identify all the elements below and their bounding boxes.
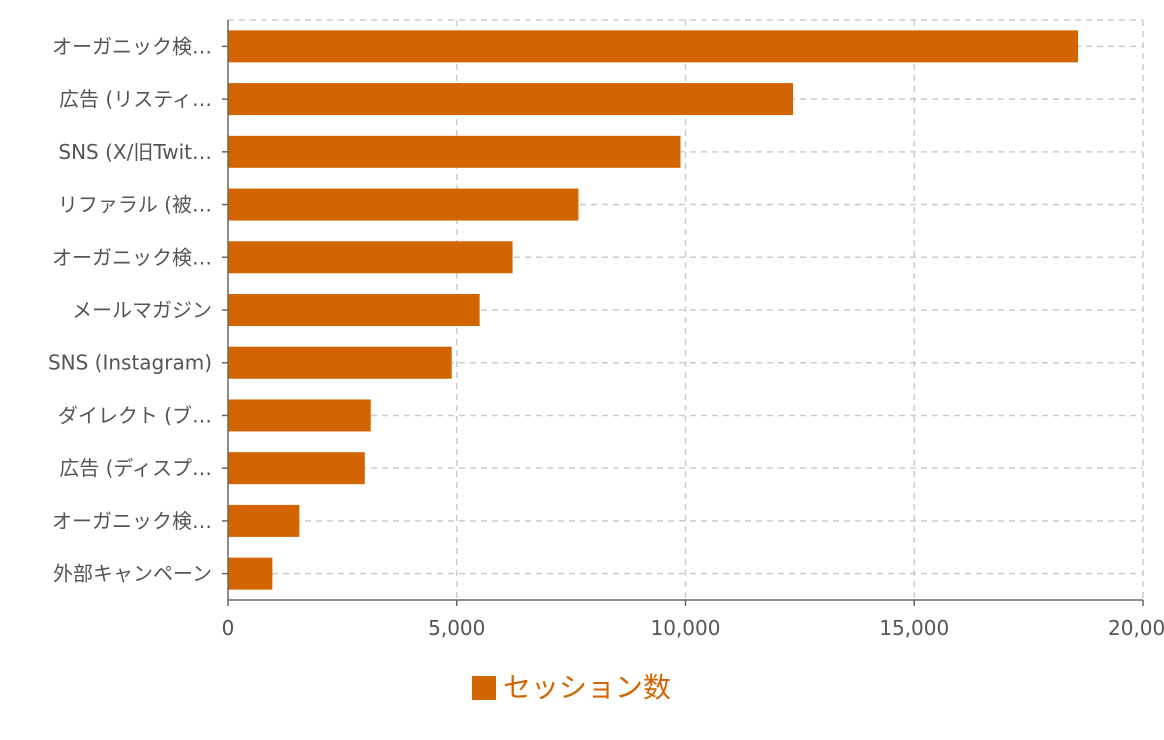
bar [228,294,480,326]
y-tick-label: オーガニック検… [52,34,212,58]
legend-swatch [472,676,496,700]
y-tick-label: オーガニック検… [52,245,212,269]
y-tick-label: SNS (X/旧Twit… [58,140,212,164]
x-tick-label: 10,000 [651,616,721,640]
x-tick-label: 15,000 [879,616,949,640]
y-tick-label: 広告 (ディスプ… [59,456,212,480]
bar [228,557,273,590]
bar [228,504,300,537]
y-tick-label: メールマガジン [72,298,212,322]
bar [228,30,1079,63]
bar [228,241,513,274]
x-tick-label: 5,000 [428,616,485,640]
y-tick-label: オーガニック検… [52,509,212,533]
y-tick-label: 外部キャンペーン [53,562,212,586]
bar [228,452,365,485]
bar [228,399,371,432]
bar [228,135,681,168]
x-tick-label: 20,000 [1108,616,1164,640]
y-tick-label: リファラル (被… [58,193,212,217]
bar [228,188,579,221]
y-tick-label: ダイレクト (ブ… [58,403,212,427]
bar [228,83,794,116]
x-tick-label: 0 [222,616,235,640]
legend-label: セッション数 [503,671,671,704]
y-tick-label: 広告 (リスティ… [59,87,212,111]
y-tick-label: SNS (Instagram) [48,351,212,375]
bar [228,346,452,379]
